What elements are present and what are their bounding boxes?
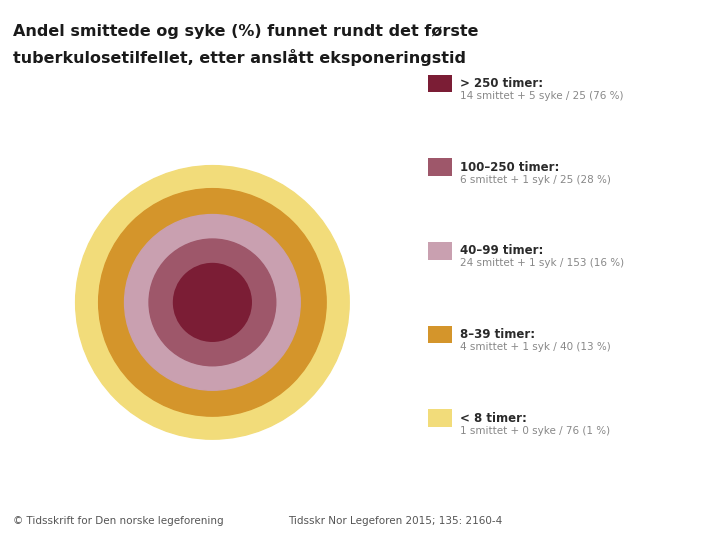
Ellipse shape [76,166,349,439]
FancyBboxPatch shape [428,326,452,343]
FancyBboxPatch shape [428,409,452,427]
Text: < 8 timer:: < 8 timer: [460,411,527,425]
Ellipse shape [99,188,326,416]
Ellipse shape [174,264,251,341]
Text: 40–99 timer:: 40–99 timer: [460,244,544,258]
Text: > 250 timer:: > 250 timer: [460,77,543,90]
Text: 4 smittet + 1 syk / 40 (13 %): 4 smittet + 1 syk / 40 (13 %) [460,342,611,352]
FancyBboxPatch shape [428,75,452,92]
Ellipse shape [125,214,300,390]
FancyBboxPatch shape [428,158,452,176]
Text: 24 smittet + 1 syk / 153 (16 %): 24 smittet + 1 syk / 153 (16 %) [460,258,624,268]
Ellipse shape [149,239,276,366]
Text: 14 smittet + 5 syke / 25 (76 %): 14 smittet + 5 syke / 25 (76 %) [460,91,624,101]
Text: 8–39 timer:: 8–39 timer: [460,328,535,341]
FancyBboxPatch shape [428,242,452,260]
Text: 100–250 timer:: 100–250 timer: [460,160,559,174]
Text: © Tidsskrift for Den norske legeforening: © Tidsskrift for Den norske legeforening [13,516,224,526]
Text: tuberkulosetilfellet, etter anslått eksponeringstid: tuberkulosetilfellet, etter anslått eksp… [13,49,466,65]
Text: Tidsskr Nor Legeforen 2015; 135: 2160-4: Tidsskr Nor Legeforen 2015; 135: 2160-4 [288,516,503,526]
Text: 6 smittet + 1 syk / 25 (28 %): 6 smittet + 1 syk / 25 (28 %) [460,174,611,185]
Text: Andel smittede og syke (%) funnet rundt det første: Andel smittede og syke (%) funnet rundt … [13,24,479,39]
Text: 1 smittet + 0 syke / 76 (1 %): 1 smittet + 0 syke / 76 (1 %) [460,426,611,436]
